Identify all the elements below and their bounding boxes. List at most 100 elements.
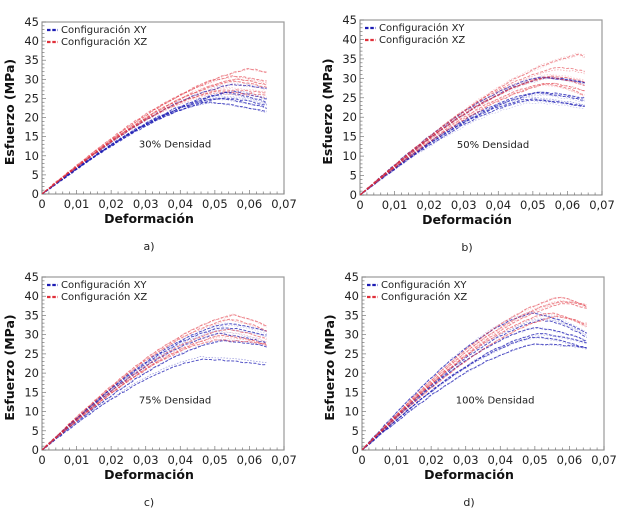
data-curve [42,319,267,450]
x-tick-label: 0,01 [64,453,90,467]
x-tick-label: 0 [38,197,45,211]
legend-label-xy: Configuración XY [61,279,147,291]
y-tick-label: 45 [24,270,39,284]
y-tick-label: 0 [350,188,357,202]
data-curve [42,333,267,450]
x-minor-ticks [361,446,605,450]
y-tick-label: 15 [24,385,39,399]
y-tick-label: 35 [344,308,359,322]
data-curve [362,315,587,450]
data-curve [362,312,587,450]
data-curve [42,87,267,194]
data-curve [42,91,267,194]
data-curve [42,314,267,450]
x-tick-label: 0,02 [98,453,124,467]
x-minor-ticks [359,191,603,195]
data-curve [42,313,267,450]
y-tick-label: 0 [352,443,359,457]
x-tick-label: 0,03 [133,453,159,467]
x-tick-label: 0,02 [418,453,444,467]
data-curve [42,339,267,450]
y-tick-label: 45 [342,13,357,27]
panel-label: d) [463,496,474,509]
data-curve [42,313,267,450]
y-tick-label: 45 [24,15,39,29]
y-tick-label: 5 [350,169,357,183]
data-curve [362,313,587,450]
data-curve [362,312,587,450]
x-tick-label: 0 [358,453,365,467]
y-minor-ticks [360,19,364,196]
y-tick-label: 15 [344,385,359,399]
y-minor-ticks [42,21,46,195]
data-curve [360,102,585,195]
panel-label: a) [143,240,154,253]
curves [42,313,267,450]
x-tick-label: 0,07 [271,453,297,467]
y-tick-label: 40 [24,34,39,48]
series-xz [362,296,587,450]
data-curve [362,301,587,450]
data-curve [360,74,585,195]
x-tick-label: 0,06 [237,197,263,211]
data-curve [42,356,267,450]
data-curve [42,329,267,450]
data-curve [42,76,267,194]
data-curve [362,344,587,450]
data-curve [362,296,587,450]
data-curve [362,315,587,450]
x-axis-label: Deformación [104,467,194,482]
y-tick-label: 10 [342,149,357,163]
x-tick-label: 0,02 [98,197,124,211]
legend-label-xy: Configuración XY [61,24,147,36]
data-curve [42,339,267,450]
curves [360,52,585,195]
density-annotation: 50% Densidad [457,140,529,151]
x-tick-label: 0,06 [555,198,581,212]
data-curve [42,87,267,194]
y-minor-ticks [362,276,366,451]
data-curve [360,76,585,195]
x-tick-label: 0,04 [167,197,193,211]
data-curve [360,96,585,195]
y-tick-label: 10 [24,149,39,163]
legend-label-xz: Configuración XZ [61,291,147,303]
chart-panel-d: 0 0,01 0,02 0,03 0,04 0,05 0,06 0,07 0 5 10 15 20 25 3… [322,270,617,509]
data-curve [360,66,585,195]
panel-label: b) [461,241,472,254]
x-axis-label: Deformación [424,467,514,482]
series-xy [42,322,267,450]
data-curve [42,332,267,450]
density-annotation: 100% Densidad [456,395,535,406]
y-tick-label: 35 [24,308,39,322]
x-tick-label: 0,03 [453,453,479,467]
y-axis-label: Esfuerzo (MPa) [2,314,17,420]
y-tick-label: 25 [24,347,39,361]
y-tick-label: 30 [24,72,39,86]
data-curve [360,100,585,195]
data-curve [42,325,267,450]
y-tick-label: 20 [344,366,359,380]
y-tick-label: 5 [32,168,39,182]
data-curve [360,91,585,195]
data-curve [362,314,587,450]
data-curve [42,91,267,194]
x-tick-label: 0,05 [202,197,228,211]
data-curve [42,328,267,450]
data-curve [42,75,267,194]
data-curve [360,76,585,195]
x-tick-label: 0,01 [384,453,410,467]
y-tick-label: 0 [32,443,39,457]
data-curve [360,76,585,195]
y-tick-label: 20 [24,366,39,380]
data-curve [362,299,587,450]
y-tick-label: 25 [344,347,359,361]
y-tick-label: 40 [24,289,39,303]
y-tick-label: 25 [24,91,39,105]
data-curve [42,329,267,450]
data-curve [360,84,585,195]
plot-frame [41,276,285,451]
